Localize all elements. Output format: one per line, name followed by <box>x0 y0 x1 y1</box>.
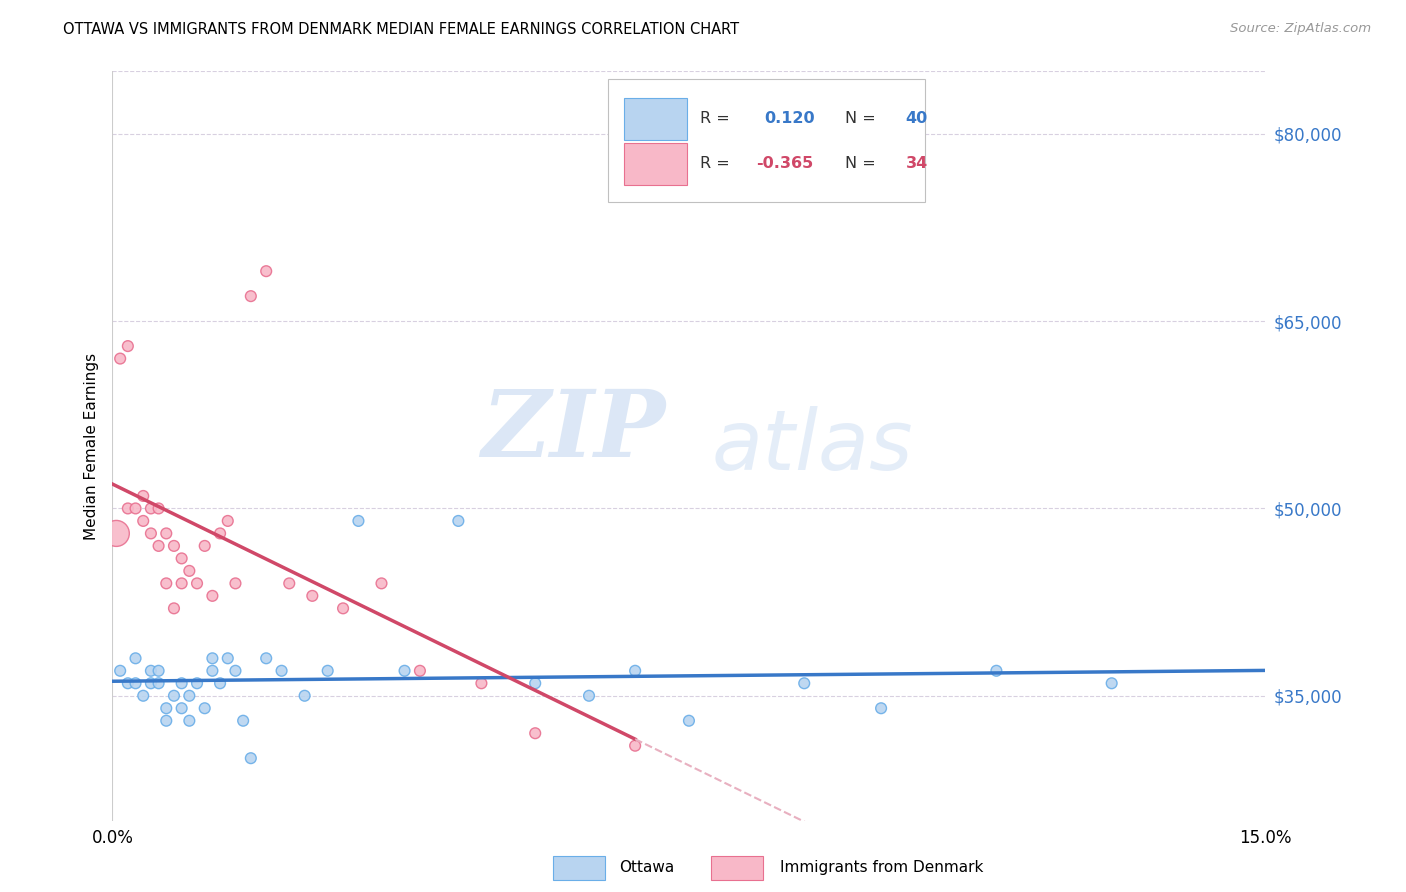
Point <box>170 676 193 690</box>
Point <box>124 676 146 690</box>
Point <box>155 576 177 591</box>
Point <box>232 714 254 728</box>
Text: OTTAWA VS IMMIGRANTS FROM DENMARK MEDIAN FEMALE EARNINGS CORRELATION CHART: OTTAWA VS IMMIGRANTS FROM DENMARK MEDIAN… <box>63 22 740 37</box>
Text: atlas: atlas <box>711 406 914 486</box>
Point <box>148 664 170 678</box>
Point <box>409 664 432 678</box>
Point <box>186 676 208 690</box>
Point <box>163 539 186 553</box>
Point <box>332 601 354 615</box>
Point <box>163 601 186 615</box>
Point <box>870 701 893 715</box>
Point <box>254 651 277 665</box>
Point <box>139 526 162 541</box>
Text: 40: 40 <box>905 112 928 126</box>
Point <box>470 676 492 690</box>
Text: -0.365: -0.365 <box>756 156 813 171</box>
Point <box>124 651 146 665</box>
Point <box>370 576 392 591</box>
Point <box>170 576 193 591</box>
Point <box>155 701 177 715</box>
Point <box>179 564 201 578</box>
Point <box>179 689 201 703</box>
Text: 0.120: 0.120 <box>763 112 814 126</box>
Point <box>170 551 193 566</box>
Point <box>394 664 416 678</box>
Point <box>194 701 217 715</box>
Point <box>301 589 323 603</box>
Text: N =: N = <box>845 156 876 171</box>
Point <box>224 664 246 678</box>
FancyBboxPatch shape <box>609 78 925 202</box>
Point <box>148 501 170 516</box>
Point <box>239 751 262 765</box>
Point <box>986 664 1008 678</box>
Point <box>793 676 815 690</box>
Point <box>139 664 162 678</box>
Text: ZIP: ZIP <box>482 386 666 476</box>
FancyBboxPatch shape <box>624 143 686 185</box>
Point <box>209 676 232 690</box>
Point <box>316 664 339 678</box>
Text: R =: R = <box>700 112 730 126</box>
Point <box>294 689 316 703</box>
Text: Source: ZipAtlas.com: Source: ZipAtlas.com <box>1230 22 1371 36</box>
Point <box>201 589 224 603</box>
Text: 34: 34 <box>905 156 928 171</box>
Point <box>148 539 170 553</box>
Point <box>139 501 162 516</box>
Point <box>270 664 292 678</box>
Point <box>678 714 700 728</box>
Point <box>578 689 600 703</box>
Point <box>108 351 131 366</box>
Point <box>179 714 201 728</box>
Point <box>108 664 131 678</box>
Point <box>201 664 224 678</box>
Point <box>117 676 139 690</box>
Text: R =: R = <box>700 156 730 171</box>
Point <box>278 576 301 591</box>
Text: Ottawa: Ottawa <box>619 860 673 874</box>
Point <box>447 514 470 528</box>
Point <box>347 514 370 528</box>
Point <box>209 526 232 541</box>
Point <box>194 539 217 553</box>
FancyBboxPatch shape <box>624 97 686 139</box>
Point <box>132 514 155 528</box>
Point <box>132 489 155 503</box>
Point <box>124 501 146 516</box>
Point <box>217 514 239 528</box>
Text: N =: N = <box>845 112 876 126</box>
Point <box>224 576 246 591</box>
Point <box>105 526 128 541</box>
Point <box>163 689 186 703</box>
Point <box>170 701 193 715</box>
Point <box>524 726 547 740</box>
Point <box>132 689 155 703</box>
Point <box>524 676 547 690</box>
Point <box>186 576 208 591</box>
Point <box>239 289 262 303</box>
Point <box>148 676 170 690</box>
Point <box>117 501 139 516</box>
Point <box>117 339 139 353</box>
Point <box>155 714 177 728</box>
Point <box>155 526 177 541</box>
Text: Immigrants from Denmark: Immigrants from Denmark <box>780 860 984 874</box>
Point <box>1101 676 1123 690</box>
Y-axis label: Median Female Earnings: Median Female Earnings <box>83 352 98 540</box>
Point <box>139 676 162 690</box>
Point <box>254 264 277 278</box>
Point <box>201 651 224 665</box>
Point <box>217 651 239 665</box>
Point <box>624 664 647 678</box>
Point <box>624 739 647 753</box>
